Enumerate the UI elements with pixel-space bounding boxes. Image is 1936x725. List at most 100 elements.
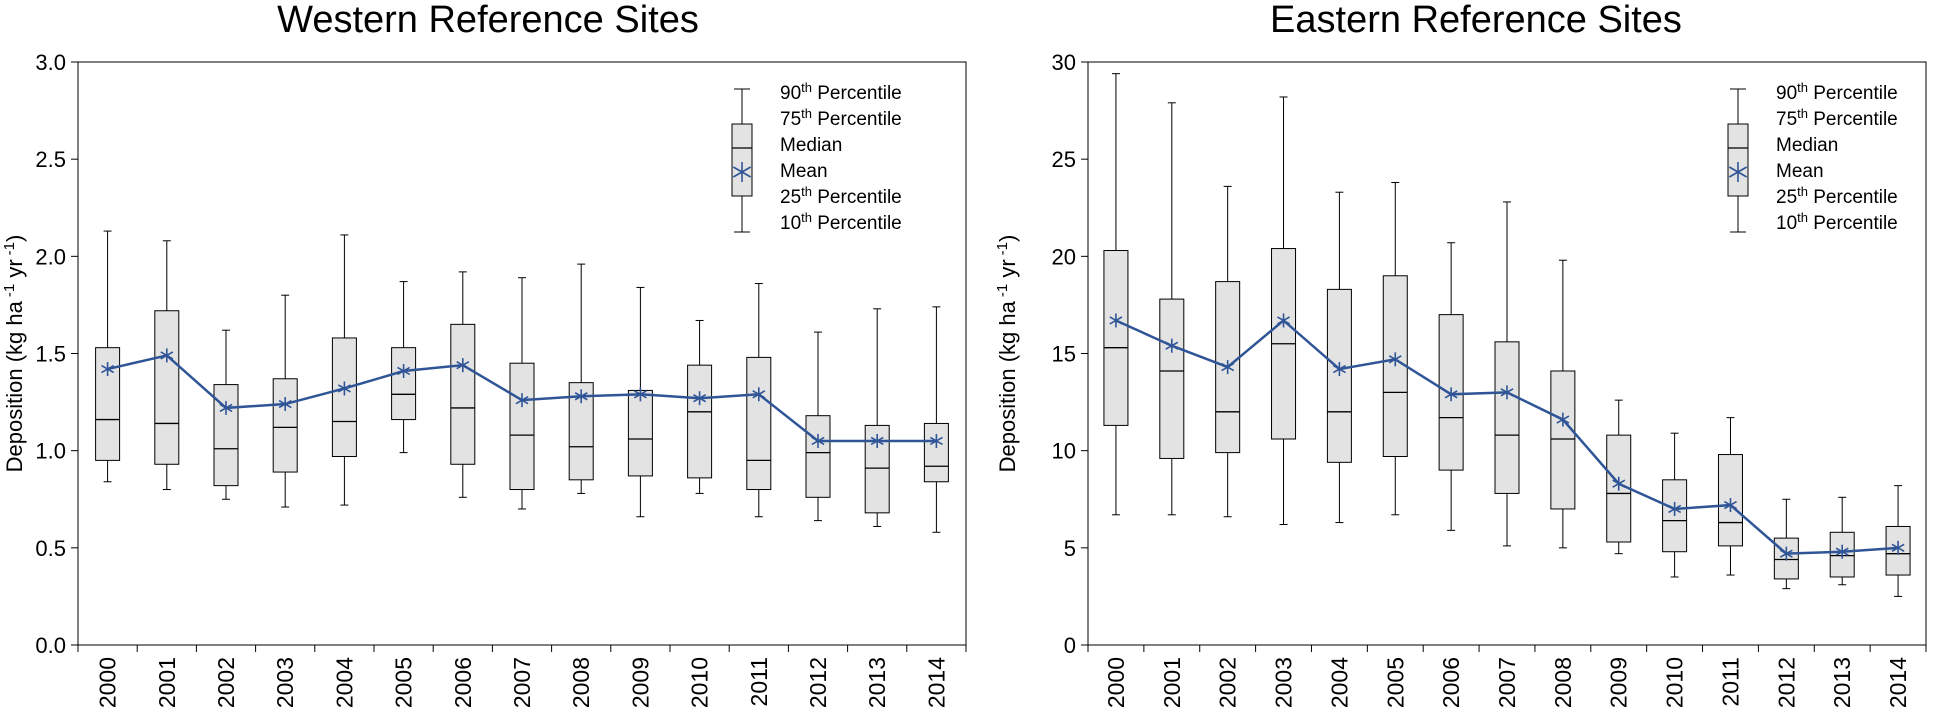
asterisk-stroke bbox=[1444, 390, 1458, 399]
box-2004 bbox=[1326, 191, 1352, 524]
legend-box bbox=[731, 123, 753, 197]
mean-marker-2009 bbox=[1612, 476, 1626, 491]
x-tick-label-2009: 2009 bbox=[627, 657, 653, 708]
x-tick-label-2005: 2005 bbox=[391, 657, 417, 708]
asterisk-stroke bbox=[219, 403, 233, 413]
box-2013 bbox=[864, 308, 890, 527]
legend-label-sup: th bbox=[1797, 80, 1808, 95]
eastern-title: Eastern Reference Sites bbox=[1270, 0, 1682, 41]
y-tick-label: 30 bbox=[1052, 50, 1076, 75]
x-tick-label-2010: 2010 bbox=[687, 657, 713, 708]
mean-marker-2013 bbox=[870, 433, 884, 448]
box-2009 bbox=[627, 286, 653, 518]
iqr-box bbox=[923, 422, 949, 483]
mean-marker-2002 bbox=[219, 400, 233, 415]
box-2001 bbox=[154, 240, 180, 491]
asterisk-stroke bbox=[693, 394, 707, 403]
mean-marker-2006 bbox=[456, 358, 470, 373]
x-tick-label-2001: 2001 bbox=[154, 657, 180, 708]
asterisk-stroke bbox=[929, 436, 943, 446]
iqr-box bbox=[1159, 298, 1185, 459]
asterisk-stroke bbox=[633, 390, 647, 399]
legend-label-sup: th bbox=[801, 210, 812, 225]
asterisk-stroke bbox=[1612, 479, 1626, 488]
mean-marker-2003 bbox=[278, 397, 292, 412]
asterisk-stroke bbox=[1388, 355, 1402, 364]
eastern-panel: Eastern Reference Sites 0 5 10 15 20 25 30 Depos… bbox=[994, 0, 1927, 708]
legend-label-base: Mean bbox=[1776, 161, 1824, 182]
legend-label-base: Mean bbox=[780, 161, 828, 182]
box-2005 bbox=[1382, 181, 1408, 516]
asterisk-stroke bbox=[1891, 543, 1905, 553]
asterisk-stroke bbox=[1165, 341, 1179, 350]
box-2007 bbox=[509, 277, 535, 510]
asterisk-stroke bbox=[515, 395, 529, 405]
x-tick-label-2012: 2012 bbox=[1773, 657, 1799, 708]
y-tick-label: 5 bbox=[1064, 536, 1076, 561]
mean-marker-2008 bbox=[574, 389, 588, 404]
y-tick-label: 0.0 bbox=[35, 633, 66, 658]
x-tick-label-2002: 2002 bbox=[213, 657, 239, 708]
legend-label: 10th Percentile bbox=[780, 210, 902, 234]
mean-marker-2001 bbox=[160, 348, 174, 363]
y-axis-label-part: Deposition (kg ha bbox=[995, 300, 1020, 472]
iqr-box bbox=[509, 362, 535, 491]
asterisk-stroke bbox=[1556, 415, 1570, 424]
legend-label-sup: th bbox=[1797, 184, 1808, 199]
iqr-box bbox=[331, 337, 357, 457]
x-tick-label-2007: 2007 bbox=[1494, 657, 1520, 708]
x-tick-label-2003: 2003 bbox=[1271, 657, 1297, 708]
legend-label-rest: Percentile bbox=[812, 83, 902, 104]
asterisk-stroke bbox=[1221, 362, 1235, 372]
asterisk-stroke bbox=[811, 436, 825, 446]
iqr-box bbox=[746, 356, 772, 491]
legend-label: 75th Percentile bbox=[1776, 106, 1898, 130]
asterisk-stroke bbox=[337, 384, 351, 393]
mean-marker-2002 bbox=[1221, 360, 1235, 375]
legend-label-rest: Percentile bbox=[812, 109, 902, 130]
y-tick-label: 10 bbox=[1052, 439, 1076, 464]
box-2008 bbox=[568, 263, 594, 494]
mean-marker-2014 bbox=[929, 433, 943, 448]
mean-marker-2007 bbox=[515, 393, 529, 408]
legend-label: Median bbox=[780, 135, 842, 156]
y-axis-label-part: -1 bbox=[994, 242, 1011, 255]
legend-label-base: 90 bbox=[1776, 83, 1797, 104]
x-tick-label-2006: 2006 bbox=[450, 657, 476, 708]
x-tick-label-2006: 2006 bbox=[1438, 657, 1464, 708]
y-axis-label-part: ) bbox=[995, 235, 1020, 242]
iqr-box bbox=[1103, 250, 1129, 426]
x-tick-label-2014: 2014 bbox=[1885, 657, 1911, 708]
mean-marker-2011 bbox=[752, 387, 766, 402]
legend-label: Median bbox=[1776, 135, 1838, 156]
asterisk-stroke bbox=[752, 390, 766, 399]
box-2008 bbox=[1550, 259, 1576, 549]
x-tick-label-2011: 2011 bbox=[746, 657, 772, 706]
x-tick-label-2008: 2008 bbox=[568, 657, 594, 708]
legend-label-sup: th bbox=[801, 106, 812, 121]
legend-label: 10th Percentile bbox=[1776, 210, 1898, 234]
iqr-box bbox=[627, 389, 653, 477]
asterisk-stroke bbox=[1500, 388, 1514, 397]
legend-label-base: 10 bbox=[780, 213, 801, 234]
legend-label: 25th Percentile bbox=[1776, 184, 1898, 208]
y-tick-label: 25 bbox=[1052, 147, 1076, 172]
legend-label-base: 25 bbox=[1776, 187, 1797, 208]
box-2011 bbox=[1717, 417, 1743, 576]
x-tick-label-2012: 2012 bbox=[805, 657, 831, 708]
legend-label-sup: th bbox=[801, 184, 812, 199]
iqr-box bbox=[450, 323, 476, 465]
x-tick-label-2002: 2002 bbox=[1215, 657, 1241, 708]
asterisk-stroke bbox=[732, 166, 752, 178]
asterisk-stroke bbox=[574, 392, 588, 401]
asterisk-stroke bbox=[1668, 504, 1682, 514]
box-2012 bbox=[805, 331, 831, 522]
legend-label-base: 75 bbox=[780, 109, 801, 130]
iqr-box bbox=[272, 378, 298, 473]
box-2007 bbox=[1494, 201, 1520, 547]
x-tick-label-2005: 2005 bbox=[1382, 657, 1408, 708]
asterisk-stroke bbox=[1723, 500, 1737, 510]
box-2014 bbox=[923, 306, 949, 533]
asterisk-stroke bbox=[1728, 166, 1748, 178]
x-tick-label-2014: 2014 bbox=[923, 657, 949, 708]
